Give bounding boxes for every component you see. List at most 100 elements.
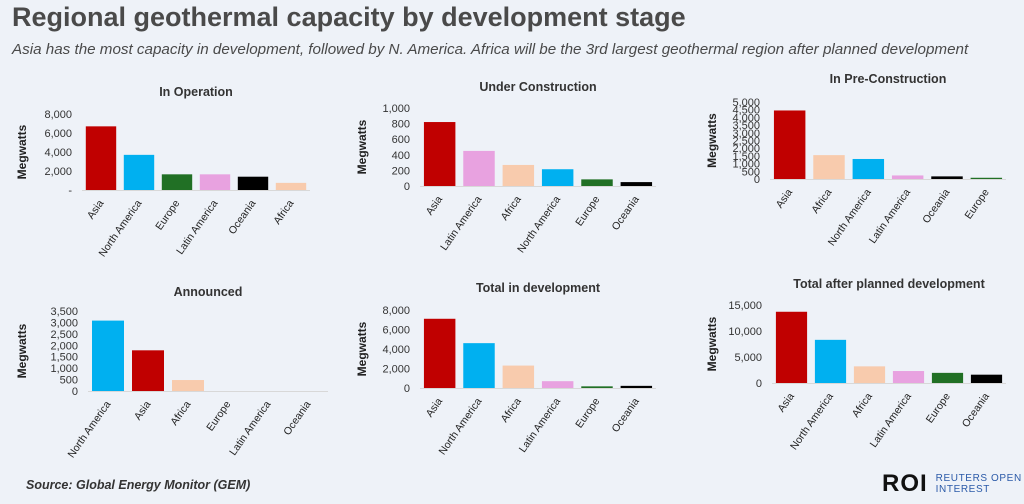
chart-in-operation: In Operation Megwatts - 2,000 4,000 6,000 8,00… — [15, 85, 310, 259]
category-label: Latin America — [517, 396, 563, 455]
bar-north-america — [814, 339, 847, 383]
bar-africa — [172, 380, 204, 391]
bar-asia — [85, 126, 117, 190]
y-tick-label: 10,000 — [728, 326, 762, 338]
y-tick-label: 500 — [60, 375, 78, 387]
category-label: Latin America — [227, 399, 273, 458]
y-tick-label: 0 — [756, 378, 762, 390]
y-tick-label: 4,000 — [732, 112, 760, 124]
y-tick-label: 0 — [754, 174, 760, 186]
category-label: Asia — [424, 194, 446, 218]
y-tick-label: 500 — [742, 166, 760, 178]
bar-latin-america — [541, 381, 574, 388]
bar-africa — [502, 365, 535, 388]
category-label: Asia — [85, 198, 107, 222]
y-tick-label: 1,000 — [732, 159, 760, 171]
category-label: Latin America — [867, 187, 913, 246]
y-tick-label: 1,000 — [382, 103, 410, 115]
chart-under-construction: Under Construction Megwatts 0 200 400 600 800 1… — [355, 80, 656, 255]
bar-asia — [423, 318, 456, 388]
bar-europe — [931, 372, 964, 383]
bar-europe — [970, 177, 1003, 179]
category-label: Oceania — [960, 391, 992, 430]
y-tick-label: 3,000 — [732, 128, 760, 140]
category-label: Latin America — [438, 194, 484, 253]
bar-africa — [502, 164, 535, 186]
bar-africa — [853, 366, 886, 383]
y-tick-label: 15,000 — [728, 300, 762, 312]
bar-africa — [813, 155, 845, 179]
category-label: Europe — [573, 194, 602, 229]
y-tick-label: 3,500 — [50, 306, 78, 318]
bar-oceania — [237, 176, 269, 190]
category-label: Europe — [924, 391, 953, 426]
bar-asia — [773, 110, 806, 179]
category-label: Africa — [809, 187, 834, 216]
chart-total-after-planned-development: Total after planned development Megwatts 0… — [705, 277, 1006, 452]
category-label: Oceania — [920, 187, 952, 226]
bar-europe — [581, 386, 613, 388]
chart-in-pre-construction: In Pre-Construction Megwatts 05001,0001,50… — [705, 72, 1006, 248]
y-axis-label: Megwatts — [705, 316, 719, 371]
y-tick-label: 4,500 — [732, 105, 760, 117]
y-tick-label: 6,000 — [382, 325, 410, 337]
y-tick-label: 0 — [404, 181, 410, 193]
bar-north-america — [463, 343, 495, 388]
category-label: Africa — [850, 391, 875, 420]
chart-title: Total after planned development — [793, 277, 985, 291]
y-tick-label: 2,000 — [382, 364, 410, 376]
y-tick-label: 6,000 — [44, 128, 72, 140]
page-title: Regional geothermal capacity by developm… — [12, 2, 686, 32]
bar-north-america — [123, 154, 155, 190]
bar-europe — [161, 174, 193, 190]
y-axis-label: Megwatts — [15, 323, 29, 378]
chart-title: In Pre-Construction — [830, 72, 947, 86]
bar-europe — [581, 179, 613, 186]
y-axis-label: Megwatts — [15, 124, 29, 179]
category-label: Asia — [775, 391, 797, 415]
category-label: Oceania — [610, 194, 642, 233]
logo-text-line2: INTEREST — [935, 484, 990, 495]
logo-text: REUTERS OPEN INTEREST — [936, 473, 1022, 495]
y-tick-label: 1,500 — [732, 151, 760, 163]
y-axis-label: Megwatts — [355, 119, 369, 174]
bar-latin-america — [892, 371, 925, 383]
y-axis-label: Megwatts — [355, 321, 369, 376]
chart-title: Under Construction — [479, 80, 596, 94]
y-tick-label: 2,000 — [732, 143, 760, 155]
y-tick-label: - — [68, 185, 72, 197]
y-tick-label: 3,500 — [732, 120, 760, 132]
bar-latin-america — [463, 150, 495, 186]
category-label: Africa — [271, 198, 296, 227]
category-label: Oceania — [281, 399, 313, 438]
y-axis-label: Megwatts — [705, 113, 719, 168]
y-tick-label: 600 — [392, 134, 410, 146]
bar-latin-america — [891, 175, 924, 179]
y-tick-label: 3,000 — [50, 317, 78, 329]
category-label: Africa — [499, 396, 524, 425]
y-tick-label: 2,000 — [50, 340, 78, 352]
y-tick-label: 0 — [404, 383, 410, 395]
category-label: Asia — [424, 396, 446, 420]
y-tick-label: 4,000 — [44, 147, 72, 159]
logo-mark: ROI — [882, 470, 928, 497]
category-label: Africa — [168, 399, 193, 428]
chart-title: Total in development — [476, 281, 601, 295]
category-label: Europe — [963, 187, 992, 222]
bar-oceania — [620, 385, 653, 388]
category-label: Africa — [499, 194, 524, 223]
chart-title: In Operation — [159, 85, 233, 99]
bar-africa — [275, 182, 307, 190]
category-label: Asia — [774, 187, 796, 211]
bar-north-america — [852, 158, 885, 179]
y-tick-label: 5,000 — [732, 97, 760, 109]
category-label: Latin America — [868, 391, 914, 450]
source-note: Source: Global Energy Monitor (GEM) — [26, 478, 251, 492]
y-tick-label: 8,000 — [44, 109, 72, 121]
category-label: Europe — [153, 198, 182, 233]
y-tick-label: 400 — [392, 150, 410, 162]
category-label: Oceania — [226, 198, 258, 237]
bar-north-america — [92, 320, 124, 391]
category-label: North America — [436, 396, 484, 458]
chart-announced: Announced Megwatts 05001,0001,5002,0002,50… — [15, 285, 328, 460]
